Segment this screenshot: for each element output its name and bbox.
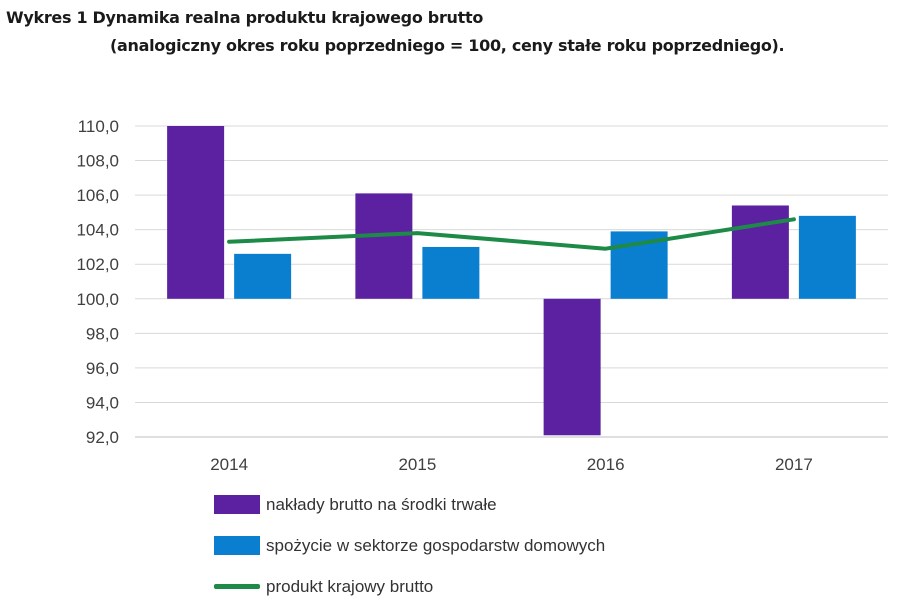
legend-item-investment: nakłady brutto na środki trwałe — [214, 484, 605, 525]
y-tick-label: 110,0 — [78, 117, 119, 136]
line-series — [227, 217, 796, 251]
y-tick-label: 92,0 — [86, 428, 119, 447]
y-axis: 110,0 108,0 106,0 104,0 102,0 100,0 98,0 96,0 94… — [76, 117, 119, 447]
y-tick-label: 96,0 — [86, 359, 119, 378]
y-tick-label: 102,0 — [76, 255, 119, 274]
chart-title: Wykres 1 Dynamika realna produktu krajow… — [6, 8, 484, 27]
x-tick-label: 2017 — [775, 455, 813, 474]
chart-subtitle: (analogiczny okres roku poprzedniego = 1… — [110, 36, 785, 55]
bar-consumption-2017 — [798, 215, 856, 299]
bars — [167, 126, 856, 436]
bar-consumption-2014 — [234, 253, 292, 299]
bar-consumption-2015 — [422, 246, 480, 299]
line-gdp — [227, 217, 796, 251]
y-tick-label: 94,0 — [86, 393, 119, 412]
legend-swatch-gdp — [214, 584, 260, 589]
legend-item-gdp: produkt krajowy brutto — [214, 566, 605, 607]
x-tick-label: 2016 — [587, 455, 625, 474]
bar-investment-2016 — [543, 298, 601, 436]
x-tick-label: 2015 — [398, 455, 436, 474]
y-tick-label: 100,0 — [76, 290, 119, 309]
legend-swatch-investment — [214, 495, 260, 514]
x-axis: 2014 2015 2016 2017 — [135, 436, 888, 474]
bar-investment-2015 — [355, 193, 413, 299]
legend-label-gdp: produkt krajowy brutto — [266, 576, 434, 596]
x-tick-label: 2014 — [210, 455, 248, 474]
legend: nakłady brutto na środki trwałe spożycie… — [214, 484, 605, 607]
y-tick-label: 108,0 — [76, 152, 119, 171]
legend-swatch-consumption — [214, 536, 260, 555]
legend-item-consumption: spożycie w sektorze gospodarstw domowych — [214, 525, 605, 566]
legend-label-consumption: spożycie w sektorze gospodarstw domowych — [266, 535, 606, 555]
y-tick-label: 106,0 — [76, 186, 119, 205]
bar-investment-2014 — [167, 126, 225, 299]
legend-label-investment: nakłady brutto na środki trwałe — [266, 494, 497, 514]
y-tick-label: 98,0 — [86, 324, 119, 343]
y-tick-label: 104,0 — [76, 221, 119, 240]
